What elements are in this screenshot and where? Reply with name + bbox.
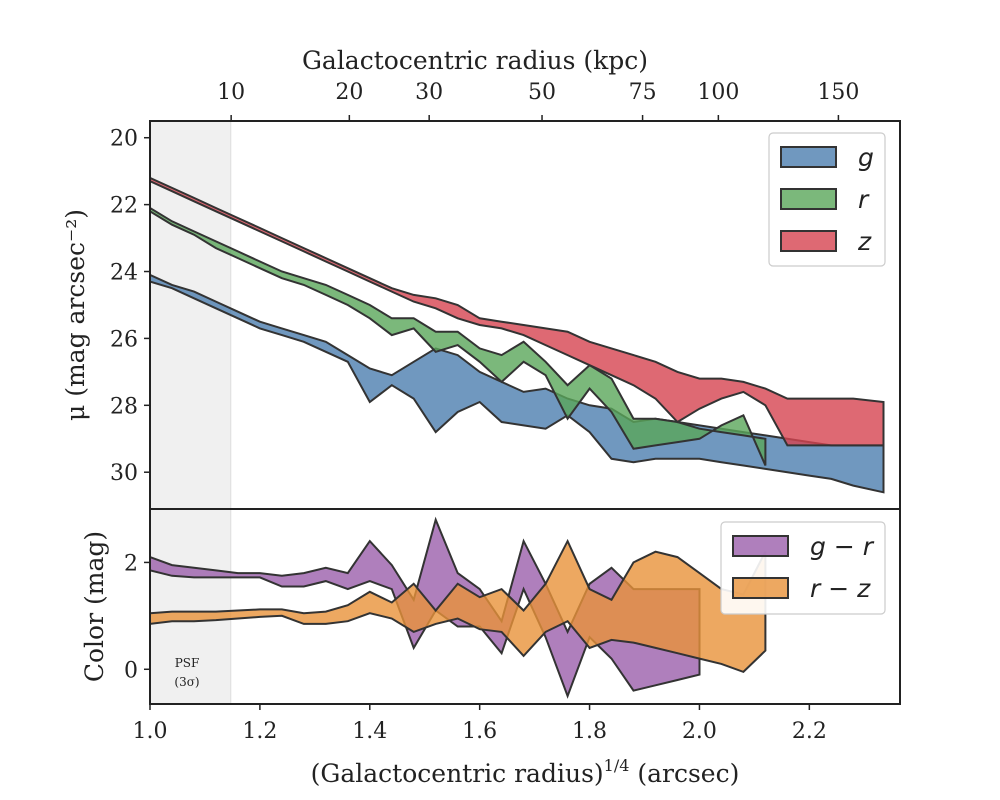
band-z xyxy=(150,176,885,447)
legend-bottom-swatch-0 xyxy=(732,535,789,557)
top-panel xyxy=(150,121,885,509)
ytick-label-bottom-0: 0 xyxy=(124,658,138,683)
ytick-label-top-26: 26 xyxy=(110,327,138,352)
xtick-label-top-30: 30 xyxy=(415,80,443,105)
legend-bottom-label-0: g − r xyxy=(810,532,875,561)
legend-top-label-2: z xyxy=(857,227,872,256)
bottom-panel-frame xyxy=(149,508,901,705)
xtick-label-top-50: 50 xyxy=(528,80,556,105)
top-axis-title: Galactocentric radius (kpc) xyxy=(302,46,648,75)
xtick-label-top-75: 75 xyxy=(629,80,657,105)
xtick-label-top-10: 10 xyxy=(217,80,245,105)
psf-sigma-label: (3σ) xyxy=(174,675,199,689)
psf-region-top xyxy=(150,121,231,509)
xtick-label-bottom-2.2: 2.2 xyxy=(792,719,827,744)
xtick-label-top-20: 20 xyxy=(335,80,363,105)
legend-top-swatch-0 xyxy=(780,146,837,168)
psf-label: PSF xyxy=(175,656,200,670)
legend-bottom-swatch-1 xyxy=(732,577,789,599)
ytick-label-top-24: 24 xyxy=(110,261,138,286)
legend-bottom-label-1: r − z xyxy=(810,574,871,603)
ytick-label-top-30: 30 xyxy=(110,461,138,486)
psf-region-bottom xyxy=(150,509,231,704)
xtick-label-bottom-1.2: 1.2 xyxy=(242,719,277,744)
ytick-label-bottom-2: 2 xyxy=(124,551,138,576)
legend-top-swatch-1 xyxy=(780,188,837,210)
xtick-label-top-100: 100 xyxy=(697,80,739,105)
xtick-label-bottom-1.6: 1.6 xyxy=(462,719,497,744)
legend-top-swatch-2 xyxy=(780,230,837,252)
legend-top-label-0: g xyxy=(858,143,874,172)
xlabel-bottom: (Galactocentric radius)1/4 (arcsec) xyxy=(311,756,740,788)
bottom-panel xyxy=(150,509,767,704)
xtick-label-top-150: 150 xyxy=(817,80,859,105)
band-g xyxy=(150,273,885,494)
ylabel-bottom: Color (mag) xyxy=(80,531,109,682)
ytick-label-top-22: 22 xyxy=(110,194,138,219)
xlabel-sup: 1/4 xyxy=(604,756,630,775)
xlabel-main: (Galactocentric radius) xyxy=(311,759,604,788)
band-r xyxy=(150,206,767,466)
legend-top-label-1: r xyxy=(858,185,870,214)
xtick-label-bottom-2.0: 2.0 xyxy=(682,719,717,744)
ytick-label-top-28: 28 xyxy=(110,394,138,419)
band-color-r-z xyxy=(150,538,767,674)
xtick-label-bottom-1.4: 1.4 xyxy=(352,719,387,744)
xtick-label-bottom-1.8: 1.8 xyxy=(572,719,607,744)
ylabel-top: μ (mag arcsec⁻²) xyxy=(61,209,90,421)
xlabel-unit: (arcsec) xyxy=(629,759,739,788)
xtick-label-bottom-1.0: 1.0 xyxy=(133,719,168,744)
ytick-label-top-20: 20 xyxy=(110,127,138,152)
